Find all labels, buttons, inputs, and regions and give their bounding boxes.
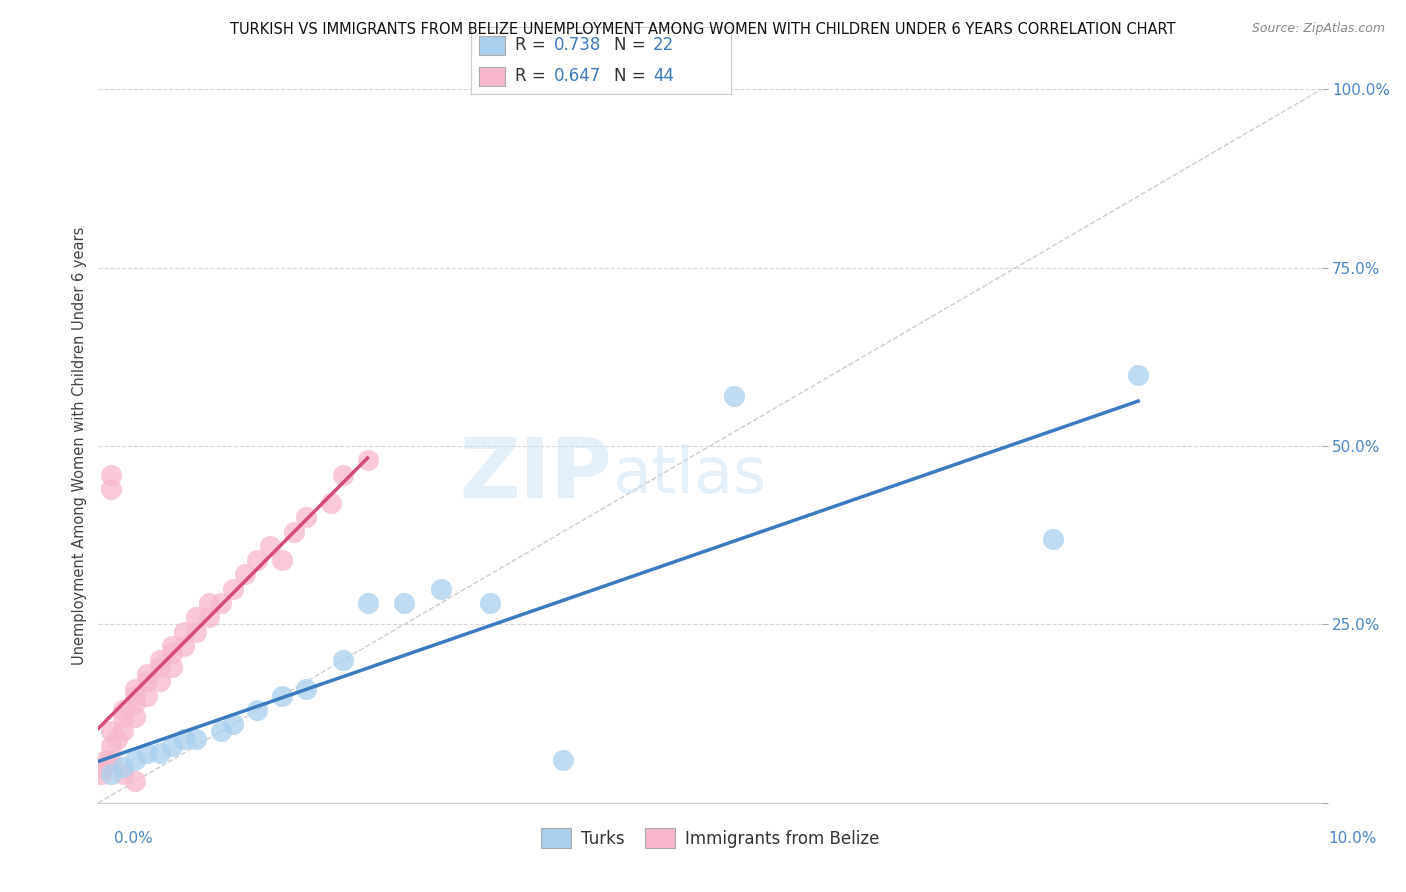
Point xyxy=(233,567,256,582)
Text: 0.738: 0.738 xyxy=(554,36,602,54)
Text: N =: N = xyxy=(614,36,651,54)
FancyBboxPatch shape xyxy=(479,67,505,86)
Point xyxy=(332,467,354,482)
Point xyxy=(478,596,501,610)
Text: atlas: atlas xyxy=(612,443,766,506)
Point xyxy=(197,610,219,624)
Point xyxy=(356,596,378,610)
Point xyxy=(100,724,122,739)
Point xyxy=(270,553,292,567)
Point xyxy=(160,646,183,660)
Point xyxy=(111,710,134,724)
Point xyxy=(186,624,208,639)
Point xyxy=(149,653,172,667)
Point xyxy=(124,710,146,724)
Point xyxy=(160,660,183,674)
Point xyxy=(124,696,146,710)
Point xyxy=(259,539,281,553)
Point xyxy=(160,739,183,753)
Text: 0.647: 0.647 xyxy=(554,67,602,85)
Point xyxy=(124,689,146,703)
FancyBboxPatch shape xyxy=(479,36,505,55)
Point xyxy=(283,524,305,539)
Point xyxy=(1128,368,1150,382)
Point xyxy=(173,731,195,746)
Point xyxy=(222,582,245,596)
Text: 44: 44 xyxy=(652,67,673,85)
Text: R =: R = xyxy=(515,67,551,85)
Point xyxy=(392,596,416,610)
Y-axis label: Unemployment Among Women with Children Under 6 years: Unemployment Among Women with Children U… xyxy=(72,227,87,665)
Point xyxy=(319,496,342,510)
Point xyxy=(295,681,318,696)
Point xyxy=(111,703,134,717)
Point xyxy=(209,596,232,610)
Point xyxy=(186,610,208,624)
Point xyxy=(136,667,159,681)
Text: 22: 22 xyxy=(652,36,675,54)
Point xyxy=(100,739,122,753)
Point xyxy=(209,724,232,739)
Point xyxy=(246,553,269,567)
Text: N =: N = xyxy=(614,67,651,85)
Point xyxy=(100,753,122,767)
Point xyxy=(173,639,195,653)
Point xyxy=(136,746,159,760)
Text: R =: R = xyxy=(515,36,551,54)
Point xyxy=(295,510,318,524)
Point xyxy=(94,753,117,767)
Point xyxy=(149,674,172,689)
Point xyxy=(100,767,122,781)
Text: 10.0%: 10.0% xyxy=(1329,831,1376,846)
Point xyxy=(332,653,354,667)
Point xyxy=(222,717,245,731)
Point xyxy=(124,753,146,767)
Point xyxy=(136,689,159,703)
Point xyxy=(149,746,172,760)
Point xyxy=(356,453,378,467)
Point xyxy=(111,767,134,781)
Point xyxy=(111,760,134,774)
Point xyxy=(91,760,114,774)
Point xyxy=(136,674,159,689)
Point xyxy=(149,660,172,674)
Point xyxy=(90,767,112,781)
Point xyxy=(160,639,183,653)
Point xyxy=(197,596,219,610)
Point xyxy=(246,703,269,717)
Text: 0.0%: 0.0% xyxy=(114,831,153,846)
Text: ZIP: ZIP xyxy=(460,434,612,515)
Point xyxy=(270,689,292,703)
Point xyxy=(111,724,134,739)
Point xyxy=(124,774,146,789)
Point xyxy=(1042,532,1064,546)
Point xyxy=(553,753,575,767)
Point xyxy=(124,681,146,696)
Legend: Turks, Immigrants from Belize: Turks, Immigrants from Belize xyxy=(534,822,886,855)
Point xyxy=(100,482,122,496)
Point xyxy=(173,624,195,639)
Point xyxy=(430,582,453,596)
Text: TURKISH VS IMMIGRANTS FROM BELIZE UNEMPLOYMENT AMONG WOMEN WITH CHILDREN UNDER 6: TURKISH VS IMMIGRANTS FROM BELIZE UNEMPL… xyxy=(231,22,1175,37)
Point xyxy=(100,467,122,482)
Point xyxy=(186,731,208,746)
Point xyxy=(723,389,745,403)
Point xyxy=(105,731,128,746)
Text: Source: ZipAtlas.com: Source: ZipAtlas.com xyxy=(1251,22,1385,36)
